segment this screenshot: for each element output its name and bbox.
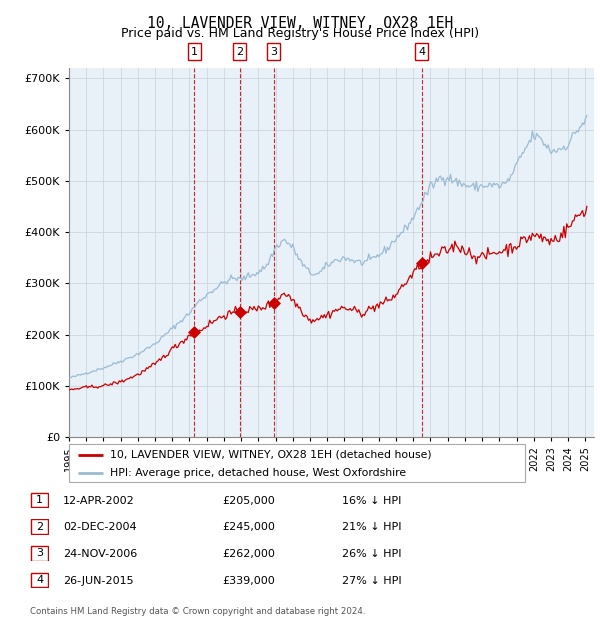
Text: 21% ↓ HPI: 21% ↓ HPI <box>342 522 401 533</box>
FancyBboxPatch shape <box>31 520 48 534</box>
Text: 26-JUN-2015: 26-JUN-2015 <box>63 575 134 586</box>
Text: 3: 3 <box>271 46 277 56</box>
Text: 12-APR-2002: 12-APR-2002 <box>63 495 135 506</box>
FancyBboxPatch shape <box>69 444 525 482</box>
FancyBboxPatch shape <box>31 493 48 507</box>
Text: £262,000: £262,000 <box>222 549 275 559</box>
Text: HPI: Average price, detached house, West Oxfordshire: HPI: Average price, detached house, West… <box>110 467 406 478</box>
Text: 10, LAVENDER VIEW, WITNEY, OX28 1EH: 10, LAVENDER VIEW, WITNEY, OX28 1EH <box>147 16 453 30</box>
Text: Contains HM Land Registry data © Crown copyright and database right 2024.: Contains HM Land Registry data © Crown c… <box>30 608 365 616</box>
Text: Price paid vs. HM Land Registry's House Price Index (HPI): Price paid vs. HM Land Registry's House … <box>121 27 479 40</box>
FancyBboxPatch shape <box>31 573 48 587</box>
Text: 2: 2 <box>236 46 244 56</box>
FancyBboxPatch shape <box>31 546 48 560</box>
Text: 26% ↓ HPI: 26% ↓ HPI <box>342 549 401 559</box>
Text: £339,000: £339,000 <box>222 575 275 586</box>
Text: 2: 2 <box>36 521 43 532</box>
Text: 24-NOV-2006: 24-NOV-2006 <box>63 549 137 559</box>
Text: 1: 1 <box>36 495 43 505</box>
Text: 4: 4 <box>36 575 43 585</box>
Text: 27% ↓ HPI: 27% ↓ HPI <box>342 575 401 586</box>
Text: 1: 1 <box>191 46 198 56</box>
Text: 02-DEC-2004: 02-DEC-2004 <box>63 522 137 533</box>
Text: £245,000: £245,000 <box>222 522 275 533</box>
Text: 3: 3 <box>36 548 43 559</box>
Text: £205,000: £205,000 <box>222 495 275 506</box>
Text: 16% ↓ HPI: 16% ↓ HPI <box>342 495 401 506</box>
Text: 10, LAVENDER VIEW, WITNEY, OX28 1EH (detached house): 10, LAVENDER VIEW, WITNEY, OX28 1EH (det… <box>110 450 431 459</box>
Text: 4: 4 <box>418 46 425 56</box>
